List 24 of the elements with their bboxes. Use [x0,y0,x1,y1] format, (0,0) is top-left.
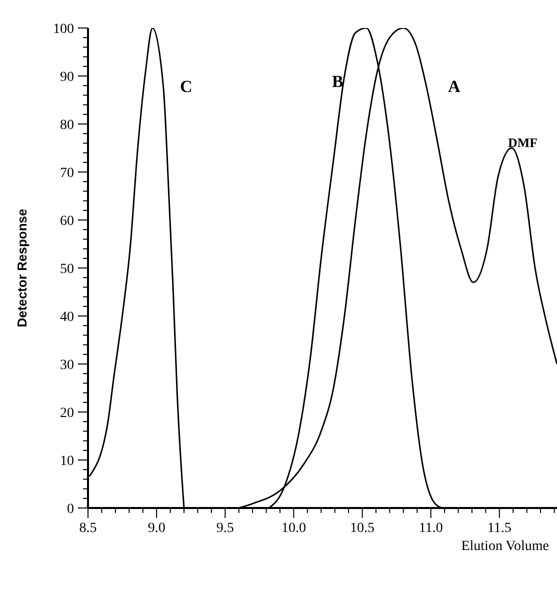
y-tick-label: 80 [60,118,74,133]
y-tick-label: 50 [60,262,74,277]
y-tick-label: 70 [60,166,74,181]
y-tick-label: 20 [60,406,74,421]
y-tick-label: 30 [60,358,74,373]
y-tick-label: 90 [60,70,74,85]
y-tick-label: 60 [60,214,74,229]
y-axis-title: Detector Response [14,208,30,328]
x-tick-label: 10.5 [350,521,375,536]
annotation: B [332,72,344,91]
x-tick-label: 11.5 [487,521,512,536]
y-tick-label: 10 [60,454,74,469]
x-tick-label: 9.5 [216,521,234,536]
x-tick-label: 11.0 [418,521,443,536]
x-axis-title: Elution Volume [461,539,549,554]
x-tick-label: 10.0 [281,521,306,536]
y-tick-label: 100 [53,22,74,37]
x-tick-label: 8.5 [79,521,97,536]
y-tick-label: 0 [67,502,74,517]
annotation: C [180,77,192,96]
annotation: DMF [508,135,538,150]
x-tick-label: 9.0 [148,521,166,536]
y-tick-label: 40 [60,310,74,325]
annotation: A [448,77,460,96]
